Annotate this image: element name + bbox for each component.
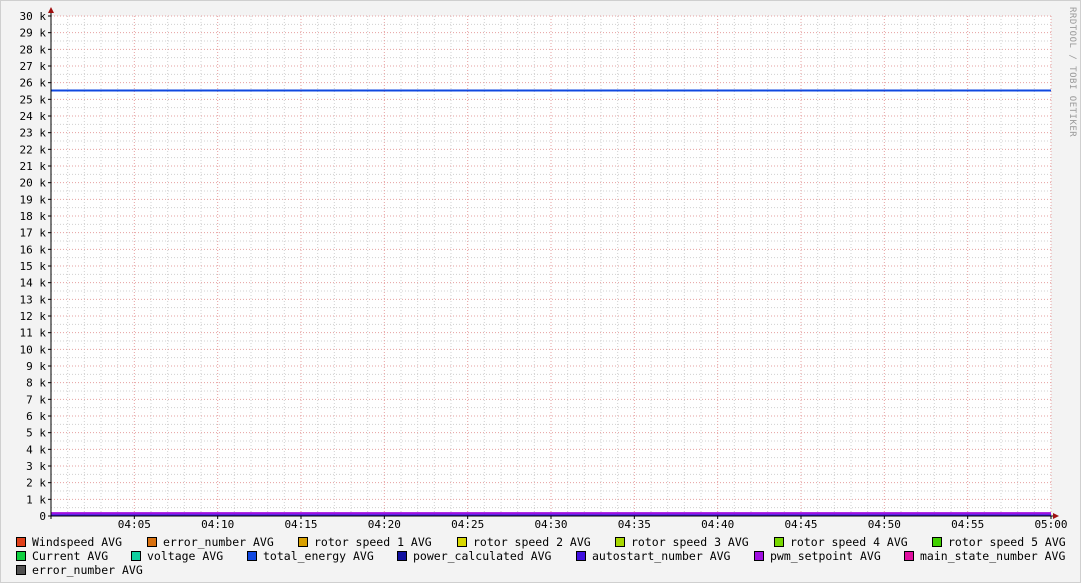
legend-item: rotor speed 5 AVG [932, 535, 1066, 549]
legend-label: autostart_number AVG [592, 549, 731, 563]
y-tick-label: 0 [39, 510, 46, 523]
legend-item: Windspeed AVG [16, 535, 122, 549]
y-tick-label: 27 k [20, 60, 47, 73]
legend-item: rotor speed 4 AVG [774, 535, 908, 549]
x-tick-label: 04:25 [451, 518, 484, 531]
legend-swatch [147, 537, 157, 547]
legend-label: pwm_setpoint AVG [770, 549, 881, 563]
legend-swatch [457, 537, 467, 547]
legend-label: power_calculated AVG [413, 549, 552, 563]
x-tick-label: 04:10 [201, 518, 234, 531]
legend-swatch [247, 551, 257, 561]
y-tick-label: 17 k [20, 227, 47, 240]
legend-label: error_number AVG [32, 563, 143, 577]
y-tick-label: 10 k [20, 343, 47, 356]
y-tick-label: 30 k [20, 10, 47, 23]
legend-label: voltage AVG [147, 549, 224, 563]
x-tick-label: 05:00 [1034, 518, 1067, 531]
y-tick-label: 19 k [20, 193, 47, 206]
legend-item: power_calculated AVG [397, 549, 551, 563]
x-axis-arrow [1053, 513, 1059, 519]
legend-swatch [932, 537, 942, 547]
y-tick-label: 7 k [26, 393, 46, 406]
y-tick-label: 11 k [20, 327, 47, 340]
y-tick-label: 22 k [20, 143, 47, 156]
y-tick-label: 26 k [20, 77, 47, 90]
y-tick-label: 14 k [20, 277, 47, 290]
x-tick-label: 04:05 [118, 518, 151, 531]
x-tick-label: 04:45 [784, 518, 817, 531]
y-tick-label: 16 k [20, 243, 47, 256]
legend-item: rotor speed 2 AVG [457, 535, 591, 549]
legend-label: error_number AVG [163, 535, 274, 549]
legend-label: rotor speed 3 AVG [631, 535, 749, 549]
y-tick-label: 2 k [26, 477, 46, 490]
legend-swatch [754, 551, 764, 561]
legend-label: Current AVG [32, 549, 109, 563]
y-tick-label: 24 k [20, 110, 47, 123]
y-axis-arrow [48, 7, 54, 13]
legend-label: Windspeed AVG [32, 535, 123, 549]
legend-item: Current AVG [16, 549, 108, 563]
legend-item: pwm_setpoint AVG [754, 549, 881, 563]
y-tick-label: 3 k [26, 460, 46, 473]
y-tick-label: 13 k [20, 293, 47, 306]
legend-item: rotor speed 1 AVG [298, 535, 432, 549]
x-tick-label: 04:30 [534, 518, 567, 531]
legend-swatch [904, 551, 914, 561]
credit-label: RRDTOOL / TOBI OETIKER [1067, 7, 1077, 138]
y-tick-label: 4 k [26, 443, 46, 456]
x-tick-label: 04:35 [618, 518, 651, 531]
y-tick-label: 6 k [26, 410, 46, 423]
y-tick-label: 12 k [20, 310, 47, 323]
y-tick-label: 5 k [26, 427, 46, 440]
y-tick-label: 9 k [26, 360, 46, 373]
x-tick-label: 04:15 [284, 518, 317, 531]
legend-label: main_state_number AVG [920, 549, 1066, 563]
legend-swatch [298, 537, 308, 547]
legend-swatch [16, 551, 26, 561]
legend-item: autostart_number AVG [576, 549, 730, 563]
legend-swatch [576, 551, 586, 561]
y-tick-label: 21 k [20, 160, 47, 173]
y-tick-label: 25 k [20, 93, 47, 106]
x-tick-label: 04:55 [951, 518, 984, 531]
y-tick-label: 18 k [20, 210, 47, 223]
y-tick-label: 20 k [20, 177, 47, 190]
legend-swatch [615, 537, 625, 547]
legend-swatch [131, 551, 141, 561]
legend-item: voltage AVG [131, 549, 223, 563]
y-tick-label: 1 k [26, 493, 46, 506]
legend-label: rotor speed 1 AVG [314, 535, 432, 549]
y-tick-label: 29 k [20, 27, 47, 40]
legend-label: rotor speed 4 AVG [790, 535, 908, 549]
legend-item: total_energy AVG [247, 549, 374, 563]
legend-label: rotor speed 5 AVG [948, 535, 1066, 549]
legend-swatch [16, 537, 26, 547]
legend-swatch [16, 565, 26, 575]
legend-label: rotor speed 2 AVG [473, 535, 591, 549]
x-tick-label: 04:40 [701, 518, 734, 531]
y-tick-label: 15 k [20, 260, 47, 273]
legend-swatch [774, 537, 784, 547]
legend-item: rotor speed 3 AVG [615, 535, 749, 549]
x-tick-label: 04:50 [868, 518, 901, 531]
x-tick-label: 04:20 [368, 518, 401, 531]
legend-item: error_number AVG [16, 563, 143, 577]
y-tick-label: 23 k [20, 127, 47, 140]
legend-swatch [397, 551, 407, 561]
legend-label: total_energy AVG [263, 549, 374, 563]
legend-item: main_state_number AVG [904, 549, 1065, 563]
y-tick-label: 28 k [20, 43, 47, 56]
y-tick-label: 8 k [26, 377, 46, 390]
legend-item: error_number AVG [147, 535, 274, 549]
